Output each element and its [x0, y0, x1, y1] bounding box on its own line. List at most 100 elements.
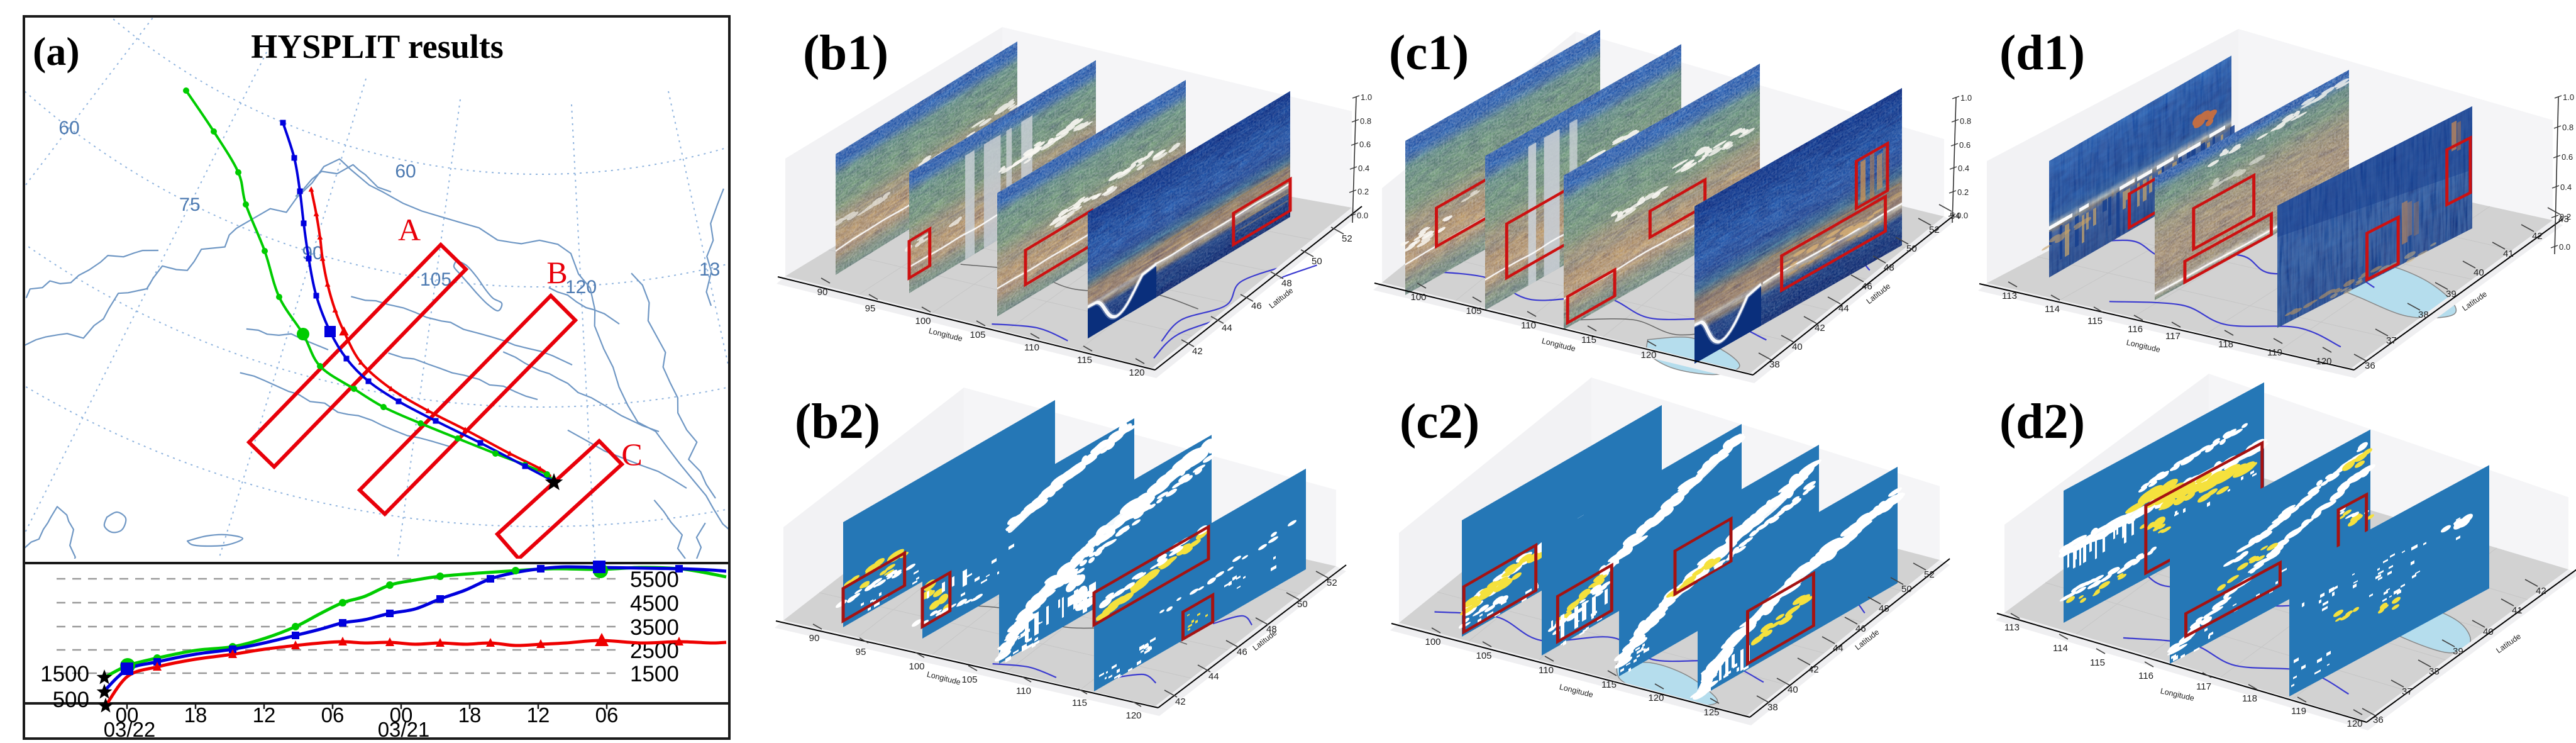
svg-text:44: 44: [1208, 671, 1219, 682]
svg-text:100: 100: [1410, 292, 1426, 303]
svg-text:116: 116: [2128, 324, 2143, 335]
svg-text:500: 500: [53, 688, 89, 712]
svg-text:60: 60: [395, 161, 416, 182]
svg-text:0.4: 0.4: [2560, 182, 2572, 192]
svg-text:0.6: 0.6: [1959, 140, 1971, 150]
svg-text:52: 52: [1924, 569, 1935, 580]
svg-text:Longitude: Longitude: [2160, 686, 2196, 703]
svg-text:Latitude: Latitude: [1268, 286, 1295, 310]
svg-text:C: C: [621, 437, 642, 472]
svg-text:Longitude: Longitude: [1541, 337, 1577, 354]
svg-text:1500: 1500: [630, 662, 679, 686]
svg-text:118: 118: [2218, 339, 2233, 350]
svg-text:0.4: 0.4: [1358, 164, 1369, 173]
svg-text:0.0: 0.0: [2559, 242, 2570, 252]
svg-text:120: 120: [1648, 693, 1664, 703]
svg-text:1.0: 1.0: [1361, 92, 1372, 102]
svg-text:03/21: 03/21: [378, 718, 430, 741]
svg-text:0.6: 0.6: [2562, 152, 2573, 162]
svg-text:38: 38: [1767, 702, 1778, 713]
svg-text:38: 38: [2429, 666, 2440, 677]
svg-text:40: 40: [2483, 627, 2494, 637]
svg-text:125: 125: [1703, 707, 1719, 718]
svg-text:1500: 1500: [40, 662, 89, 686]
svg-text:115: 115: [1072, 698, 1087, 708]
svg-text:42: 42: [1192, 346, 1203, 357]
svg-text:44: 44: [1833, 643, 1844, 654]
svg-text:3500: 3500: [630, 615, 679, 640]
svg-text:40: 40: [1792, 342, 1803, 352]
svg-text:0.8: 0.8: [1360, 116, 1371, 126]
svg-text:114: 114: [2045, 304, 2060, 315]
svg-text:118: 118: [2242, 693, 2257, 704]
svg-text:120: 120: [2347, 718, 2362, 729]
svg-text:100: 100: [909, 661, 924, 672]
svg-text:40: 40: [1788, 684, 1798, 695]
svg-text:116: 116: [2138, 671, 2153, 681]
svg-text:120: 120: [1640, 350, 1656, 360]
svg-text:42: 42: [1175, 696, 1186, 707]
svg-text:90: 90: [817, 287, 828, 298]
svg-text:36: 36: [2365, 360, 2375, 371]
svg-text:44: 44: [1222, 323, 1232, 333]
svg-text:43: 43: [2558, 214, 2569, 225]
svg-text:90: 90: [302, 243, 323, 264]
svg-text:40: 40: [2474, 267, 2484, 278]
svg-text:120: 120: [2316, 356, 2331, 367]
svg-text:1.0: 1.0: [1960, 93, 1972, 103]
svg-text:38: 38: [1769, 359, 1780, 370]
svg-text:HYSPLIT results: HYSPLIT results: [251, 28, 504, 65]
svg-text:41: 41: [2503, 249, 2514, 259]
svg-text:120: 120: [1125, 710, 1141, 721]
svg-text:105: 105: [1466, 306, 1481, 316]
svg-text:95: 95: [865, 303, 876, 314]
svg-text:Latitude: Latitude: [2494, 632, 2523, 655]
svg-text:115: 115: [1601, 679, 1617, 690]
svg-text:48: 48: [1884, 262, 1894, 273]
svg-text:52: 52: [1342, 233, 1352, 244]
svg-text:41: 41: [2512, 605, 2523, 616]
svg-text:46: 46: [1237, 647, 1247, 657]
svg-text:Longitude: Longitude: [926, 670, 962, 687]
svg-text:119: 119: [2291, 706, 2306, 717]
svg-text:0.2: 0.2: [2560, 212, 2571, 221]
svg-text:113: 113: [2002, 291, 2017, 301]
svg-text:0.0: 0.0: [1357, 211, 1368, 220]
svg-text:37: 37: [2402, 686, 2413, 697]
svg-text:110: 110: [1521, 320, 1536, 331]
svg-text:105: 105: [420, 269, 451, 290]
svg-text:B: B: [546, 255, 567, 290]
svg-text:(b2): (b2): [795, 394, 880, 449]
svg-text:46: 46: [1855, 623, 1866, 634]
svg-text:117: 117: [2196, 681, 2211, 692]
svg-text:52: 52: [1929, 225, 1940, 235]
svg-text:(c1): (c1): [1389, 26, 1469, 81]
svg-text:44: 44: [1838, 303, 1849, 314]
svg-text:110: 110: [1539, 665, 1554, 676]
svg-text:117: 117: [2165, 331, 2181, 342]
svg-text:115: 115: [2087, 316, 2103, 327]
svg-text:100: 100: [915, 316, 931, 327]
svg-text:0.8: 0.8: [1960, 116, 1971, 126]
svg-text:Longitude: Longitude: [2126, 338, 2162, 354]
svg-text:119: 119: [2267, 347, 2282, 358]
svg-text:4500: 4500: [630, 591, 679, 616]
svg-text:48: 48: [1281, 278, 1292, 289]
svg-text:50: 50: [1297, 599, 1308, 610]
svg-text:46: 46: [1862, 281, 1872, 292]
svg-text:03/22: 03/22: [104, 718, 156, 741]
svg-text:42: 42: [1815, 323, 1825, 333]
svg-text:42: 42: [1808, 664, 1819, 675]
svg-text:37: 37: [2386, 335, 2397, 346]
svg-text:48: 48: [1266, 624, 1277, 635]
svg-text:105: 105: [1476, 651, 1491, 661]
svg-text:114: 114: [2053, 643, 2068, 654]
svg-text:115: 115: [1581, 335, 1596, 345]
svg-text:(b1): (b1): [803, 26, 888, 81]
svg-text:50: 50: [1901, 584, 1912, 595]
svg-text:36: 36: [2373, 715, 2384, 725]
svg-text:0.6: 0.6: [1359, 140, 1371, 149]
svg-text:46: 46: [1251, 301, 1262, 311]
svg-text:0.2: 0.2: [1357, 187, 1369, 196]
svg-text:Longitude: Longitude: [1559, 683, 1595, 700]
